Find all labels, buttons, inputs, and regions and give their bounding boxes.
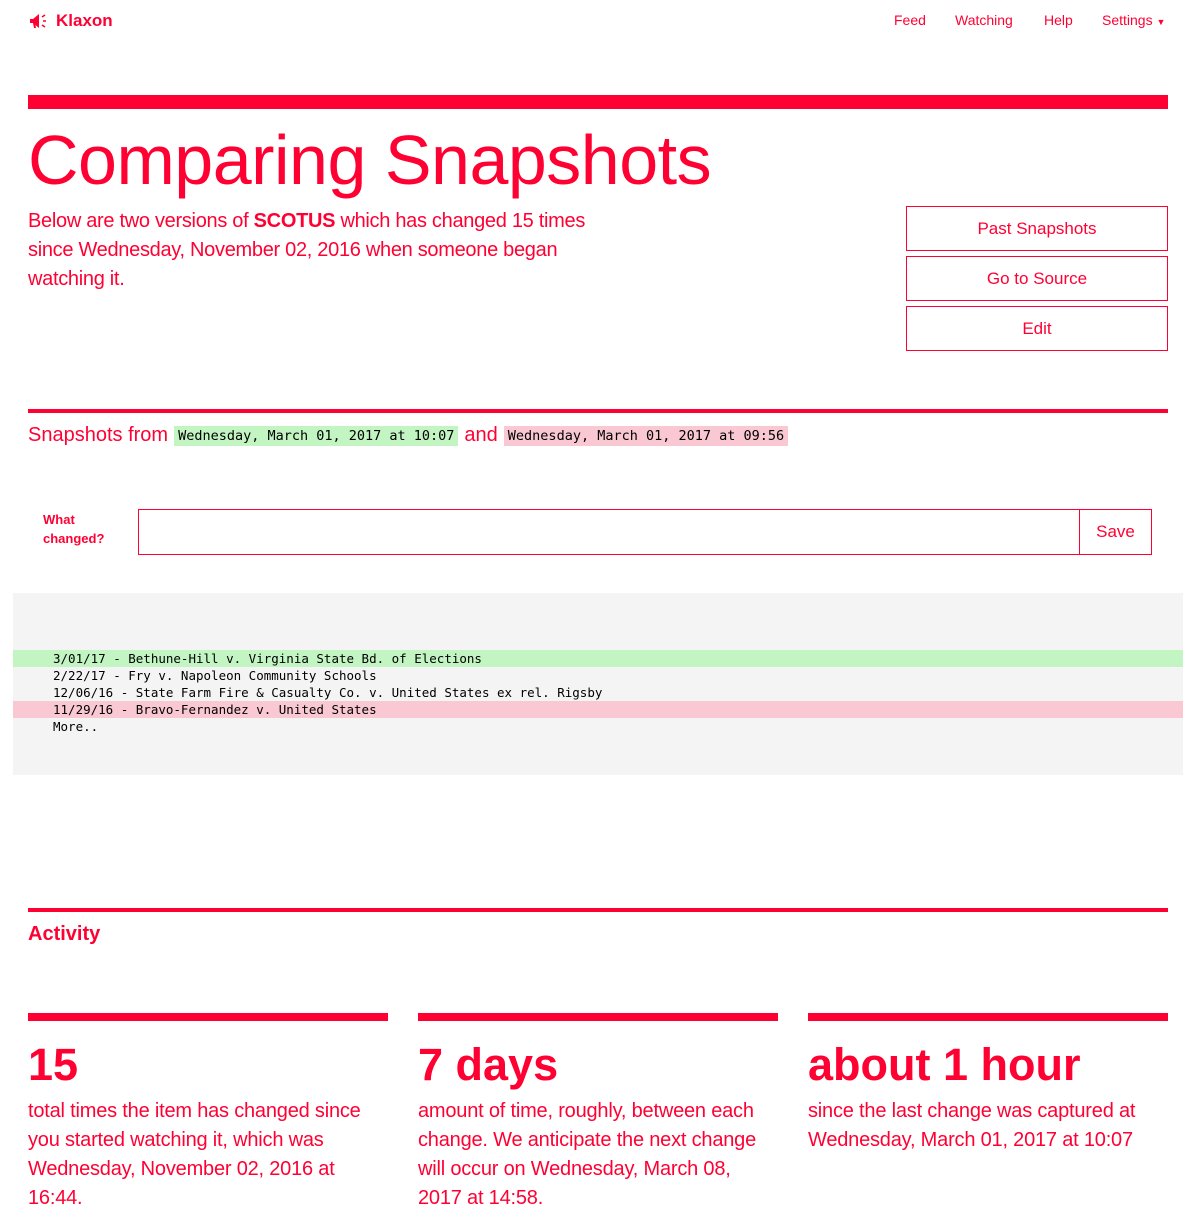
stat-card: 7 days amount of time, roughly, between e… xyxy=(418,1013,778,1213)
stat-card: 15 total times the item has changed since… xyxy=(28,1013,388,1213)
diff-line: 2/22/17 - Fry v. Napoleon Community Scho… xyxy=(53,668,377,683)
diff-view: 3/01/17 - Bethune-Hill v. Virginia State… xyxy=(13,593,1183,775)
item-name: SCOTUS xyxy=(253,210,336,232)
megaphone-icon xyxy=(30,14,46,28)
snapshots-label: Snapshots from xyxy=(28,424,169,446)
and-label: and xyxy=(464,424,498,446)
divider xyxy=(28,409,1168,413)
stat-text: total times the item has changed since y… xyxy=(28,1100,361,1209)
brand-name: Klaxon xyxy=(56,11,113,30)
stat-card: about 1 hour since the last change was ca… xyxy=(808,1013,1168,1155)
nav-watching[interactable]: Watching xyxy=(955,12,1013,28)
divider xyxy=(28,908,1168,912)
caret-down-icon: ▼ xyxy=(1156,17,1166,27)
intro-pre: Below are two versions of xyxy=(28,210,254,232)
settings-label: Settings xyxy=(1102,12,1153,28)
snapshots-heading: Snapshots from Wednesday, March 01, 2017… xyxy=(28,424,789,447)
what-changed-input[interactable] xyxy=(138,509,1080,555)
logo[interactable]: Klaxon xyxy=(28,11,113,31)
diff-line-removed: 11/29/16 - Bravo-Fernandez v. United Sta… xyxy=(13,701,1183,718)
stat-text: since the last change was captured at We… xyxy=(808,1100,1136,1151)
stat-value: 7 days xyxy=(418,1039,559,1090)
activity-title: Activity xyxy=(28,923,101,945)
intro-text: Below are two versions of SCOTUS which h… xyxy=(28,207,598,294)
nav-settings[interactable]: Settings ▼ xyxy=(1102,12,1165,28)
diff-line-added: 3/01/17 - Bethune-Hill v. Virginia State… xyxy=(13,650,1183,667)
divider xyxy=(28,95,1168,109)
intro-post: which has changed 15 times since Wednesd… xyxy=(28,210,586,290)
past-snapshots-button[interactable]: Past Snapshots xyxy=(906,206,1168,251)
page-title: Comparing Snapshots xyxy=(28,121,712,199)
nav-help[interactable]: Help xyxy=(1044,12,1073,28)
stat-value: 15 xyxy=(28,1039,79,1090)
diff-line-more: More.. xyxy=(53,719,99,734)
go-to-source-button[interactable]: Go to Source xyxy=(906,256,1168,301)
nav-feed[interactable]: Feed xyxy=(894,12,926,28)
stat-value: about 1 hour xyxy=(808,1039,1081,1090)
save-button[interactable]: Save xyxy=(1079,509,1152,555)
stat-text: amount of time, roughly, between each ch… xyxy=(418,1100,757,1209)
older-snapshot-date: Wednesday, March 01, 2017 at 09:56 xyxy=(503,425,789,446)
edit-button[interactable]: Edit xyxy=(906,306,1168,351)
newer-snapshot-date: Wednesday, March 01, 2017 at 10:07 xyxy=(174,425,459,446)
diff-line: 12/06/16 - State Farm Fire & Casualty Co… xyxy=(53,685,603,700)
what-changed-label: What changed? xyxy=(43,512,105,546)
